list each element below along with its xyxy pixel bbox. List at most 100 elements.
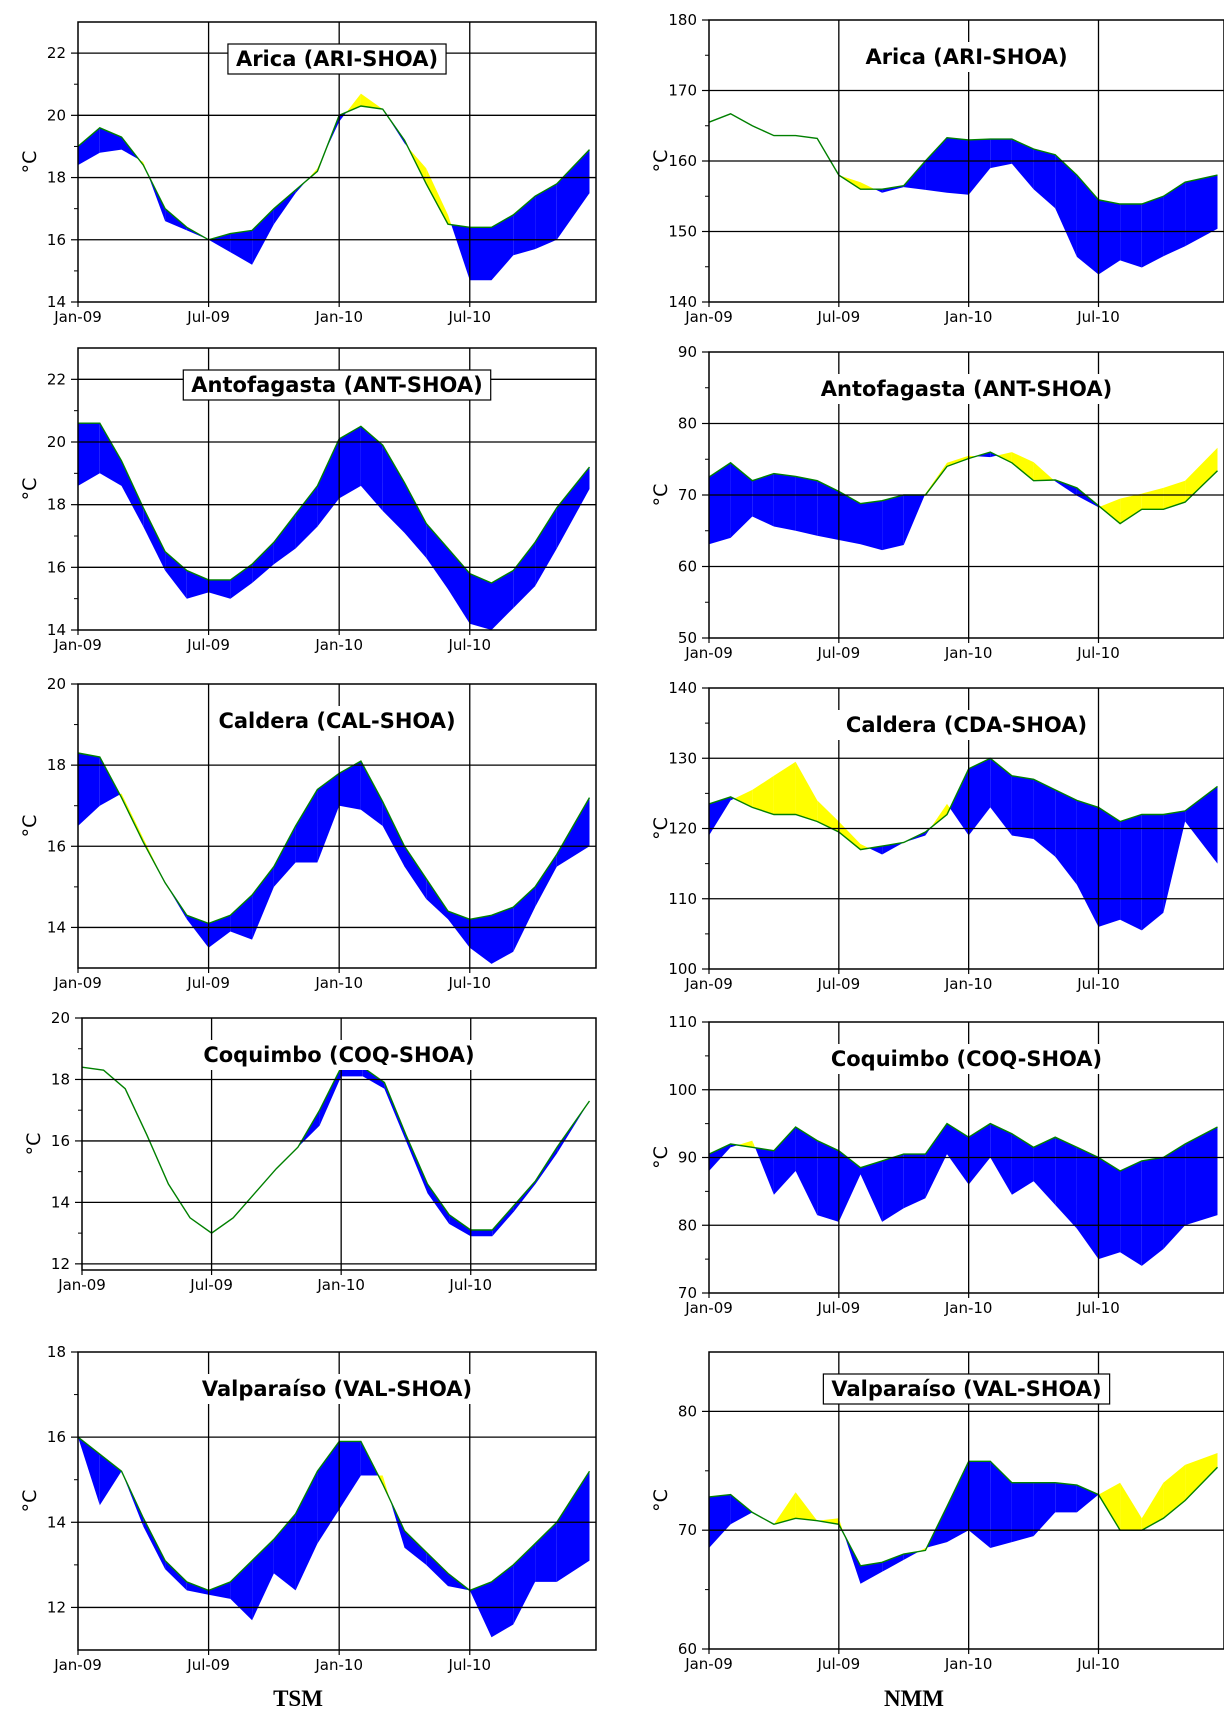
fill-segment xyxy=(734,789,753,808)
x-tick-label: Jan-10 xyxy=(944,308,993,326)
y-tick-label: 70 xyxy=(678,486,697,504)
fill-segment xyxy=(1141,814,1164,931)
plot-frame xyxy=(81,1017,597,1271)
fill-segment xyxy=(925,137,947,193)
fill-segment xyxy=(448,548,470,624)
fill-segment xyxy=(1099,498,1121,524)
y-tick-label: 80 xyxy=(678,1402,697,1420)
y-tick-label: 140 xyxy=(668,679,697,697)
fill-segment xyxy=(990,139,1012,169)
fill-segment xyxy=(513,1543,536,1625)
fill-segment xyxy=(990,1123,1012,1195)
fill-segment xyxy=(947,1123,969,1185)
fill-segment xyxy=(339,1441,361,1510)
fill-segment xyxy=(968,758,991,836)
fill-segment xyxy=(1011,1133,1034,1195)
x-tick-label: Jan-10 xyxy=(314,308,363,326)
chart-panel: 70 80 90 100 110 Jan-09 Jul-09 Jan-10 Jul-10 °C Co… xyxy=(650,1013,1224,1317)
fill-segment xyxy=(1011,775,1034,839)
fill-segment xyxy=(121,460,144,527)
fill-segment xyxy=(186,915,209,948)
fill-segment xyxy=(1055,1482,1077,1513)
y-tick-label: 80 xyxy=(678,415,697,433)
fill-segment xyxy=(469,1581,492,1638)
fill-segment xyxy=(426,878,448,920)
fill-segment xyxy=(535,183,557,250)
fill-segment xyxy=(773,473,796,531)
fill-segment xyxy=(1076,1147,1099,1260)
fill-segment xyxy=(882,1154,904,1222)
fill-segment xyxy=(1163,1464,1186,1519)
series-line xyxy=(77,105,591,241)
y-tick-label: 16 xyxy=(47,837,66,855)
fill-segment xyxy=(1163,810,1186,913)
x-tick-label: Jul-10 xyxy=(1076,1299,1120,1317)
chart-panel: 14 16 18 20 Jan-09 Jul-09 Jan-10 Jul-10 °C Calder… xyxy=(19,675,597,992)
fill-segment xyxy=(882,495,904,551)
fill-segment xyxy=(860,1160,883,1222)
fill-segment xyxy=(1163,1144,1186,1249)
fill-segment xyxy=(208,233,231,253)
y-tick-label: 170 xyxy=(668,82,697,100)
x-tick-label: Jul-09 xyxy=(817,975,861,993)
y-axis-label: °C xyxy=(650,817,672,840)
fill-segment xyxy=(230,564,253,599)
fill-segment xyxy=(492,1205,514,1237)
x-tick-label: Jan-10 xyxy=(944,975,993,993)
fill-segment xyxy=(252,1539,274,1621)
fill-segment xyxy=(860,1562,883,1584)
chart-panel: 12 14 16 18 Jan-09 Jul-09 Jan-10 Jul-10 °C Valpar… xyxy=(19,1343,597,1674)
fill-segment xyxy=(730,462,753,538)
chart-panel: 100 110 120 130 140 Jan-09 Jul-09 Jan-10 Jul-10 °… xyxy=(650,679,1224,993)
fill-segment xyxy=(143,507,166,571)
y-tick-label: 130 xyxy=(668,749,697,767)
x-tick-label: Jul-10 xyxy=(1076,308,1120,326)
x-tick-label: Jan-09 xyxy=(53,1656,102,1674)
fill-segment xyxy=(491,214,514,281)
title-box xyxy=(837,710,1096,740)
x-tick-label: Jul-10 xyxy=(1076,1655,1120,1673)
y-tick-label: 20 xyxy=(47,106,66,124)
x-tick-label: Jan-09 xyxy=(53,974,102,992)
plot-frame xyxy=(708,1351,1224,1650)
fill-segment xyxy=(1098,807,1121,927)
fill-segment xyxy=(1120,493,1142,524)
x-tick-label: Jan-10 xyxy=(944,1655,993,1673)
title-box xyxy=(210,706,464,736)
x-tick-label: Jul-10 xyxy=(447,1656,491,1674)
fill-segment xyxy=(405,1134,428,1194)
fill-segment xyxy=(404,1530,427,1565)
fill-segment xyxy=(1098,1157,1121,1260)
fill-segment xyxy=(317,1441,340,1544)
fill-segment xyxy=(1055,789,1077,885)
y-tick-label: 110 xyxy=(668,1013,697,1031)
fill-segment xyxy=(1185,786,1218,864)
x-tick-label: Jan-10 xyxy=(944,1299,993,1317)
fill-segment xyxy=(860,500,883,551)
fill-segment xyxy=(513,542,536,609)
panel-title: Valparaíso (VAL-SHOA) xyxy=(831,1377,1101,1401)
fill-segment xyxy=(513,886,536,952)
fill-segment xyxy=(513,1180,536,1212)
y-tick-label: 150 xyxy=(668,223,697,241)
fill-segment xyxy=(903,495,925,545)
y-tick-label: 60 xyxy=(678,1640,697,1658)
x-tick-label: Jan-09 xyxy=(684,644,733,662)
x-tick-label: Jul-09 xyxy=(817,308,861,326)
fill-segment xyxy=(1120,814,1142,931)
y-tick-label: 18 xyxy=(47,1343,66,1361)
y-tick-label: 120 xyxy=(668,820,697,838)
fill-segment xyxy=(752,1140,756,1148)
panel-title: Coquimbo (COQ-SHOA) xyxy=(203,1043,474,1067)
x-tick-label: Jan-10 xyxy=(314,1656,363,1674)
y-tick-label: 16 xyxy=(51,1132,70,1150)
panel-title: Caldera (CAL-SHOA) xyxy=(218,709,455,733)
y-tick-label: 70 xyxy=(678,1521,697,1539)
fill-segment xyxy=(1141,487,1164,510)
fill-segment xyxy=(295,1471,318,1591)
fill-segment xyxy=(535,854,557,908)
plot-frame xyxy=(77,1351,597,1651)
y-tick-label: 100 xyxy=(668,1081,697,1099)
fill-segment xyxy=(1011,139,1034,190)
fill-segment xyxy=(319,1067,342,1126)
